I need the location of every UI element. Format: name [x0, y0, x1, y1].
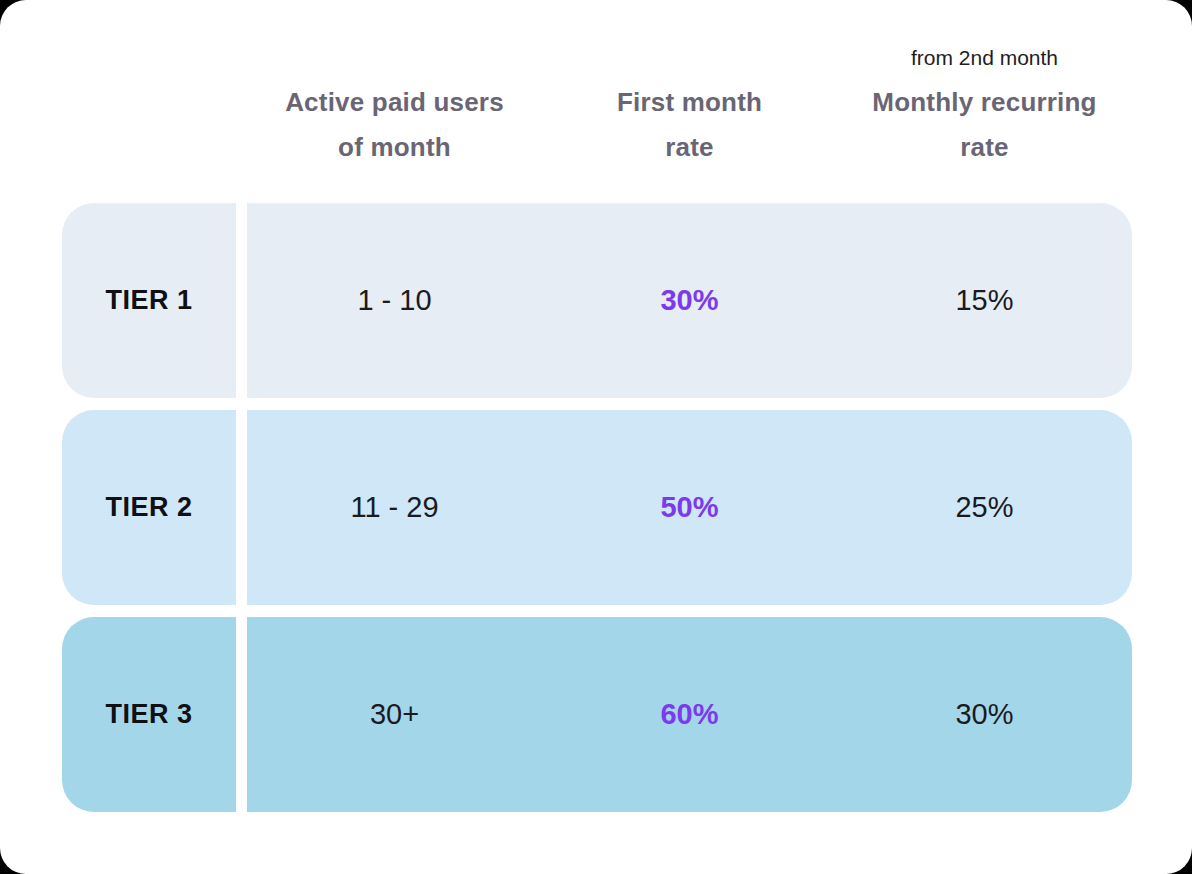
first-month-rate-value: 50% — [542, 491, 837, 524]
header-col-recurring-rate: from 2nd month Monthly recurring rate — [837, 42, 1132, 172]
column-divider — [236, 410, 247, 605]
column-divider — [236, 617, 247, 812]
recurring-rate-value: 25% — [837, 491, 1132, 524]
column-divider — [236, 203, 247, 398]
header-line: of month — [247, 125, 542, 170]
table-header: Active paid users of month First month r… — [247, 0, 1132, 172]
users-range-value: 1 - 10 — [247, 284, 542, 317]
header-line: Active paid users — [247, 80, 542, 125]
tier-values-cell: 11 - 29 50% 25% — [247, 410, 1132, 605]
table-row-tier-1: TIER 1 1 - 10 30% 15% — [62, 203, 1132, 398]
header-col-active-users: Active paid users of month — [247, 80, 542, 172]
tier-label-cell: TIER 2 — [62, 410, 236, 605]
header-line: rate — [837, 125, 1132, 170]
tier-values-cell: 1 - 10 30% 15% — [247, 203, 1132, 398]
table-row-tier-2: TIER 2 11 - 29 50% 25% — [62, 410, 1132, 605]
tier-label-cell: TIER 1 — [62, 203, 236, 398]
header-note-from-2nd-month: from 2nd month — [837, 42, 1132, 74]
tier-label: TIER 3 — [105, 699, 192, 730]
header-line: rate — [542, 125, 837, 170]
pricing-table-page: Active paid users of month First month r… — [0, 0, 1192, 874]
table-row-tier-3: TIER 3 30+ 60% 30% — [62, 617, 1132, 812]
first-month-rate-value: 30% — [542, 284, 837, 317]
tier-rows: TIER 1 1 - 10 30% 15% TIER 2 11 - 29 50%… — [62, 203, 1132, 812]
tier-label-cell: TIER 3 — [62, 617, 236, 812]
tier-label: TIER 2 — [105, 492, 192, 523]
tier-label: TIER 1 — [105, 285, 192, 316]
first-month-rate-value: 60% — [542, 698, 837, 731]
users-range-value: 11 - 29 — [247, 491, 542, 524]
recurring-rate-value: 15% — [837, 284, 1132, 317]
header-line: Monthly recurring — [837, 80, 1132, 125]
tier-values-cell: 30+ 60% 30% — [247, 617, 1132, 812]
users-range-value: 30+ — [247, 698, 542, 731]
header-col-first-month-rate: First month rate — [542, 80, 837, 172]
recurring-rate-value: 30% — [837, 698, 1132, 731]
header-line: First month — [542, 80, 837, 125]
